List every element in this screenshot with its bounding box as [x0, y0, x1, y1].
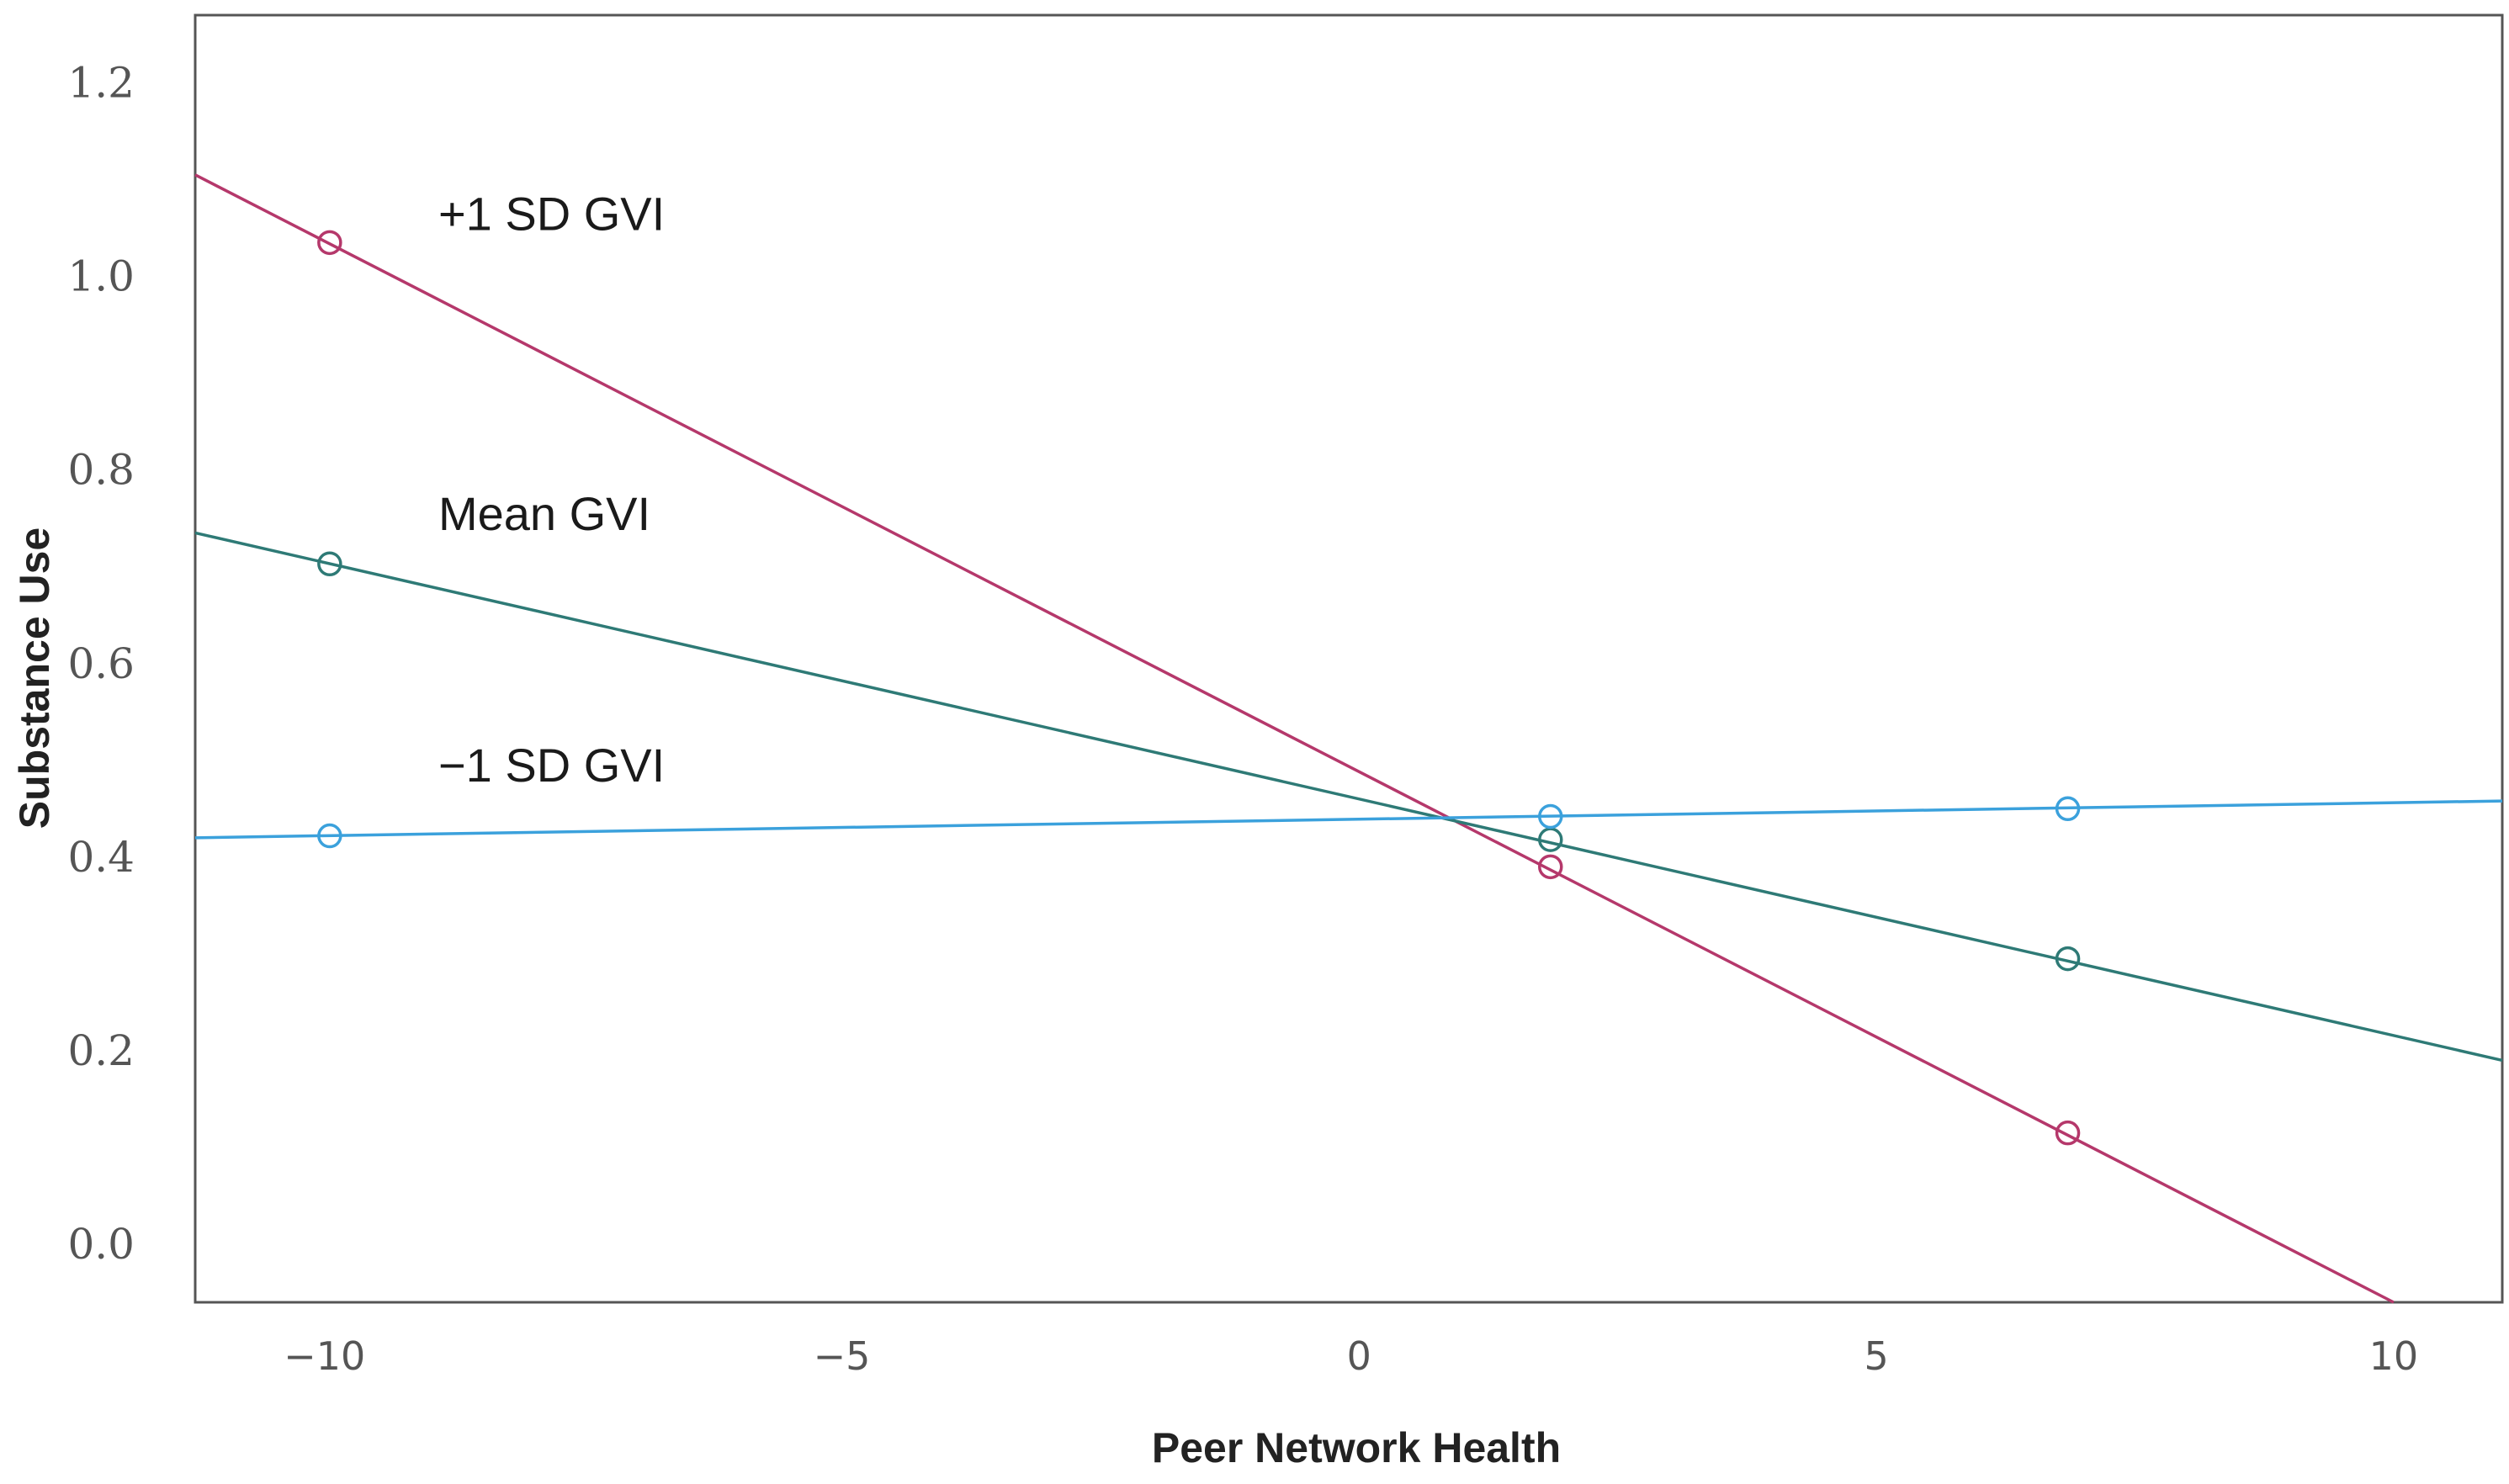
- data-point-marker: [317, 551, 342, 577]
- data-point-marker: [317, 230, 342, 256]
- y-tick-label: 1.0: [67, 252, 135, 301]
- x-tick-label: −10: [284, 1333, 365, 1379]
- x-tick-label: −5: [814, 1333, 871, 1379]
- series-labels: +1 SD GVI Mean GVI −1 SD GVI: [438, 187, 665, 792]
- data-point-marker: [1538, 854, 1563, 880]
- y-tick-label: 1.2: [67, 59, 135, 108]
- data-point-marker: [2055, 946, 2081, 972]
- data-point-marker: [1538, 803, 1563, 829]
- series-label: +1 SD GVI: [438, 187, 665, 240]
- x-tick-label: 10: [2369, 1333, 2419, 1379]
- series-lines: [194, 173, 2503, 1304]
- data-point-marker: [2055, 796, 2081, 822]
- x-axis-ticks: −10 −5 0 5 10: [284, 1333, 2418, 1379]
- y-axis-ticks: 0.0 0.2 0.4 0.6 0.8 1.0 1.2: [67, 59, 135, 1269]
- x-tick-label: 5: [1864, 1333, 1888, 1379]
- y-tick-label: 0.8: [67, 446, 135, 495]
- x-tick-label: 0: [1347, 1333, 1371, 1379]
- series-line: [194, 799, 2503, 840]
- plot-border: [194, 13, 2504, 1304]
- series-line: [194, 173, 2395, 1304]
- y-tick-label: 0.0: [67, 1220, 135, 1269]
- x-axis-label: Peer Network Health: [1152, 1424, 1561, 1471]
- y-axis-label: Substance Use: [11, 527, 58, 829]
- data-point-marker: [2055, 1120, 2081, 1146]
- y-tick-label: 0.4: [67, 833, 135, 882]
- y-tick-label: 0.2: [67, 1026, 135, 1075]
- series-line: [194, 531, 2503, 1063]
- series-points: [317, 230, 2081, 1146]
- series-label: −1 SD GVI: [438, 739, 665, 792]
- series-label: Mean GVI: [438, 487, 650, 540]
- y-tick-label: 0.6: [67, 639, 135, 688]
- plot-frame: [194, 13, 2504, 1304]
- data-point-marker: [317, 823, 342, 849]
